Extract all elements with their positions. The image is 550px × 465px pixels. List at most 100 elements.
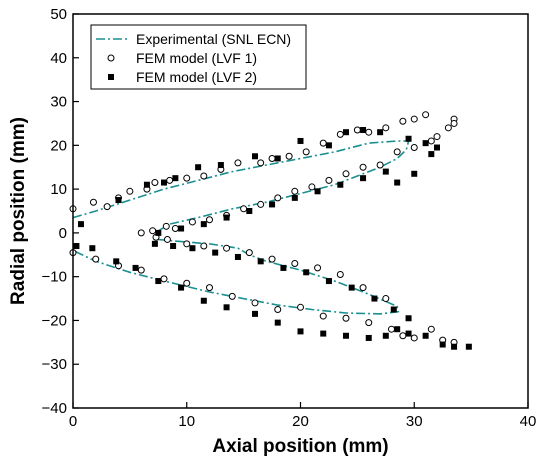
lvf1-point [171, 225, 179, 233]
lvf2-point [223, 214, 230, 221]
lvf2-point [234, 253, 241, 260]
lvf2-point [212, 249, 219, 256]
lvf2-point [200, 221, 207, 228]
lvf1-point [160, 275, 168, 283]
lvf1-point [183, 240, 191, 248]
lvf1-point [228, 292, 236, 300]
lvf2-point [223, 304, 230, 311]
lvf1-point [251, 299, 259, 307]
y-axis-title: Radial position (mm) [8, 117, 29, 305]
lvf2-point [155, 278, 162, 285]
lvf1-point [365, 319, 373, 327]
lvf2-point [73, 243, 80, 250]
x-tick-label: 0 [69, 413, 77, 430]
lvf2-point [132, 264, 139, 271]
lvf1-point [137, 266, 145, 274]
y-tick-label: 30 [50, 94, 67, 111]
lvf2-point [77, 221, 84, 228]
lvf1-point [399, 117, 407, 125]
x-tick-label: 40 [520, 413, 537, 430]
x-tick-label: 30 [406, 413, 423, 430]
lvf2-point [200, 297, 207, 304]
lvf1-point [382, 295, 390, 303]
lvf2-point [155, 229, 162, 236]
series-layer [69, 111, 472, 350]
lvf2-point [422, 140, 429, 147]
lvf2-point [337, 181, 344, 188]
legend-swatch-lvf2 [108, 74, 114, 80]
lvf2-point [394, 179, 401, 186]
lvf1-point [206, 216, 213, 224]
lvf2-point [269, 201, 276, 208]
lvf1-point [103, 203, 111, 211]
lvf2-point [170, 243, 177, 250]
x-tick-label: 10 [178, 413, 195, 430]
lvf2-point [360, 175, 367, 182]
lvf1-point [410, 115, 418, 123]
lvf2-point [365, 334, 372, 341]
lvf2-point [143, 181, 150, 188]
x-tick-label: 20 [292, 413, 309, 430]
legend-swatch-lvf1 [107, 54, 115, 62]
lvf2-point [161, 179, 167, 186]
lvf1-point [359, 284, 367, 292]
y-tick-label: 0 [59, 225, 67, 242]
lvf1-point [444, 124, 452, 132]
lvf1-point [314, 264, 322, 272]
lvf1-point [302, 148, 310, 156]
lvf2-point [428, 151, 435, 158]
lvf1-point [188, 218, 196, 226]
lvf2-point [411, 170, 418, 177]
lvf1-point [92, 255, 100, 263]
lvf1-point [240, 205, 248, 213]
lvf1-point [319, 312, 327, 320]
lvf2-point [382, 168, 389, 175]
lvf2-point [172, 175, 179, 182]
lvf1-point [126, 187, 134, 195]
lvf2-point [439, 341, 446, 348]
lvf1-point [410, 144, 418, 152]
lvf2-point [297, 328, 304, 335]
y-tick-label: 20 [50, 137, 67, 154]
lvf1-point [245, 249, 253, 257]
lvf1-point [291, 187, 299, 195]
lvf2-point [348, 284, 355, 291]
lvf2-point [189, 245, 196, 252]
lvf1-point [234, 159, 242, 167]
lvf2-point [405, 135, 412, 142]
lvf2-point [405, 315, 412, 322]
lvf1-point [427, 137, 435, 145]
y-tick-label: 10 [50, 181, 67, 198]
lvf2-point [303, 269, 310, 276]
series-experimental-line [72, 140, 410, 315]
lvf1-point [183, 279, 191, 287]
lvf1-point [268, 154, 276, 162]
lvf1-point [342, 314, 350, 322]
y-tick-label: −30 [42, 356, 67, 373]
lvf1-point [200, 242, 208, 250]
lvf2-point [291, 194, 298, 201]
legend: Experimental (SNL ECN) FEM model (LVF 1) F… [90, 24, 307, 90]
lvf2-point [89, 245, 96, 252]
lvf2-point [360, 127, 367, 134]
y-tick-label: 40 [50, 50, 67, 67]
lvf1-point [342, 170, 350, 178]
lvf1-point [200, 172, 208, 180]
lvf2-point [405, 330, 412, 337]
lvf1-point [89, 198, 97, 206]
lvf1-point [319, 139, 327, 147]
lvf1-point [359, 163, 367, 171]
lvf2-point [257, 258, 264, 265]
lvf2-point [151, 240, 158, 247]
lvf1-point [308, 183, 316, 191]
y-tick-label: −10 [42, 269, 67, 286]
lvf1-point [382, 124, 390, 132]
lvf2-point [343, 332, 349, 339]
lvf2-point [297, 137, 304, 144]
lvf2-point [343, 129, 349, 136]
lvf1-point [183, 174, 191, 182]
lvf1-point [365, 128, 373, 136]
lvf1-point [274, 306, 282, 313]
lvf2-point [314, 188, 321, 195]
